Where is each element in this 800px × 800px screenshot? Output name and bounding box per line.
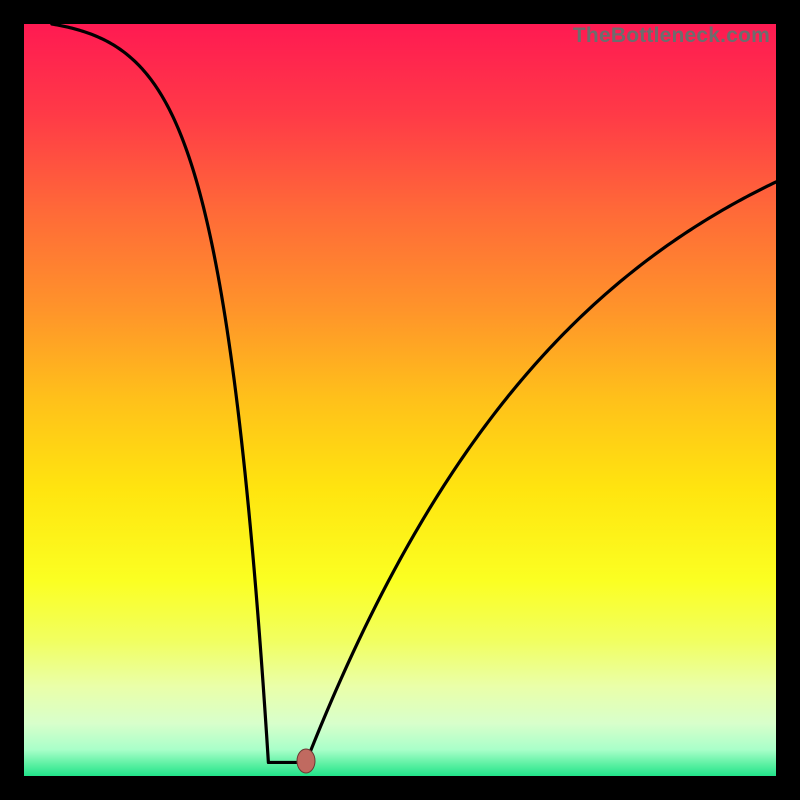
plot-area	[24, 24, 776, 776]
minimum-marker	[297, 749, 315, 773]
watermark-text: TheBottleneck.com	[573, 24, 770, 48]
chart-frame: TheBottleneck.com	[0, 0, 800, 800]
gradient-background	[24, 24, 776, 776]
bottleneck-curve-chart	[24, 24, 776, 776]
